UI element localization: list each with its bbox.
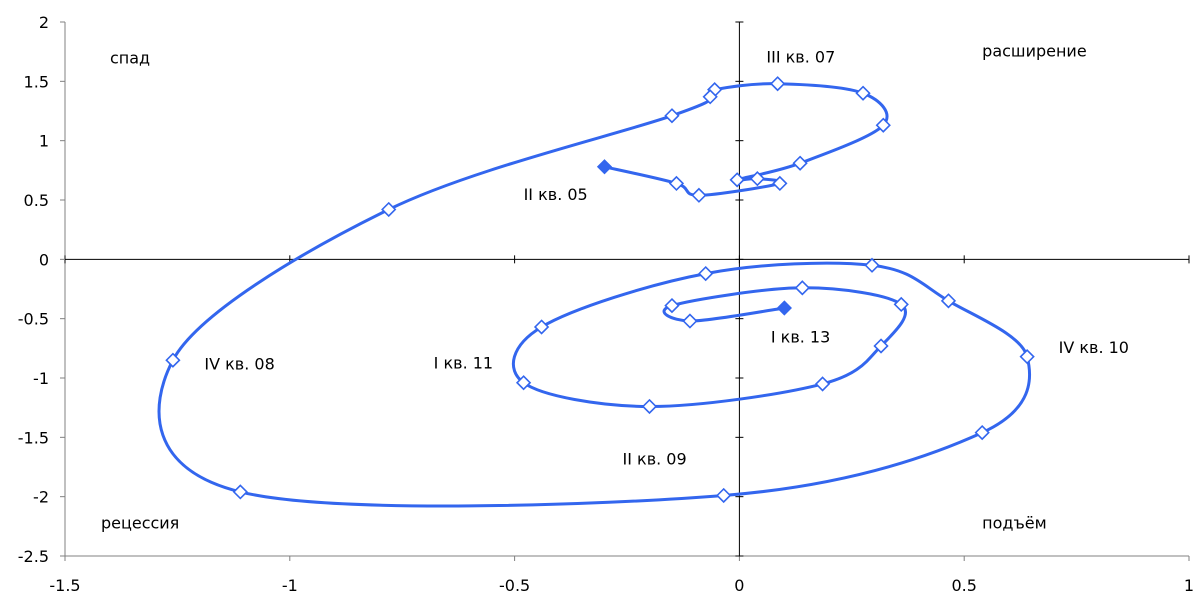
annotation-label: II кв. 05: [524, 185, 588, 204]
quarter-marker: [814, 376, 831, 392]
endpoint-marker: [776, 300, 792, 316]
y-tick-label: 0: [39, 250, 49, 269]
annotation-label: IV кв. 08: [204, 355, 274, 374]
annotation-label: II кв. 09: [623, 450, 687, 469]
annotation-label: подъём: [982, 514, 1047, 533]
annotation-label: III кв. 07: [766, 47, 835, 66]
tick-labels: -1.5 -1 -0.5 0 0.5 1 2 1.5 1 0.5 0 -0.5 -1 -1.5 -2 -2.5: [18, 13, 1194, 595]
x-tick-label: 1: [1184, 576, 1194, 595]
y-tick-label: 2: [39, 13, 49, 32]
y-tick-label: -1: [33, 369, 49, 388]
y-tick-label: -1.5: [18, 428, 49, 447]
annotation-label: расширение: [982, 41, 1087, 60]
x-tick-label: 0: [734, 576, 744, 595]
y-tick-label: 1.5: [24, 72, 49, 91]
quarter-marker: [668, 175, 685, 192]
quarter-marker: [1019, 349, 1035, 365]
x-tick-label: -1: [282, 576, 298, 595]
quarter-marker: [716, 487, 732, 504]
cycle-line: [157, 82, 1032, 508]
cycle-series: [157, 82, 1032, 508]
quarter-marker: [165, 352, 181, 368]
quarter-marker: [749, 171, 766, 187]
annotation-label: I кв. 13: [771, 327, 830, 346]
quarter-marker: [940, 293, 957, 309]
quarter-marker: [893, 296, 909, 313]
quarter-marker: [702, 89, 718, 105]
annotation-label: I кв. 11: [434, 354, 493, 373]
quarter-marker: [792, 155, 808, 171]
quarter-marker: [641, 398, 658, 415]
quarter-marker: [533, 319, 550, 335]
y-tick-label: 0.5: [24, 191, 49, 210]
quarter-marker: [664, 297, 680, 314]
quarter-marker: [875, 117, 891, 133]
axes: [60, 21, 1190, 561]
x-tick-label: 0.5: [951, 576, 976, 595]
endpoint-marker: [596, 159, 613, 175]
y-tick-label: 1: [39, 132, 49, 151]
quarter-marker: [873, 338, 889, 354]
quarter-marker: [855, 85, 871, 101]
quarter-marker: [772, 175, 788, 192]
quarter-marker: [729, 172, 745, 188]
quarter-marker: [381, 201, 397, 218]
quarter-marker: [974, 424, 990, 441]
quarter-marker: [698, 265, 714, 282]
quarter-marker: [232, 484, 248, 500]
quarter-marker: [864, 257, 880, 273]
quarter-marker: [682, 313, 698, 329]
quarter-marker: [691, 187, 707, 203]
cycle-markers: [165, 76, 1035, 504]
x-tick-label: -1.5: [49, 576, 80, 595]
x-tick-label: -0.5: [499, 576, 530, 595]
quarter-marker: [769, 76, 786, 92]
quarter-marker: [664, 108, 680, 124]
annotation-label: спад: [110, 49, 150, 68]
annotation-label: рецессия: [101, 514, 179, 533]
quarter-marker: [794, 280, 810, 296]
annotation-label: IV кв. 10: [1059, 338, 1129, 357]
y-tick-label: -2: [33, 488, 49, 507]
annotations: спад расширение рецессия подъём III кв. 07 II…: [101, 41, 1129, 532]
y-tick-label: -2.5: [18, 547, 49, 566]
y-tick-label: -0.5: [18, 310, 49, 329]
quarter-marker: [515, 375, 532, 391]
